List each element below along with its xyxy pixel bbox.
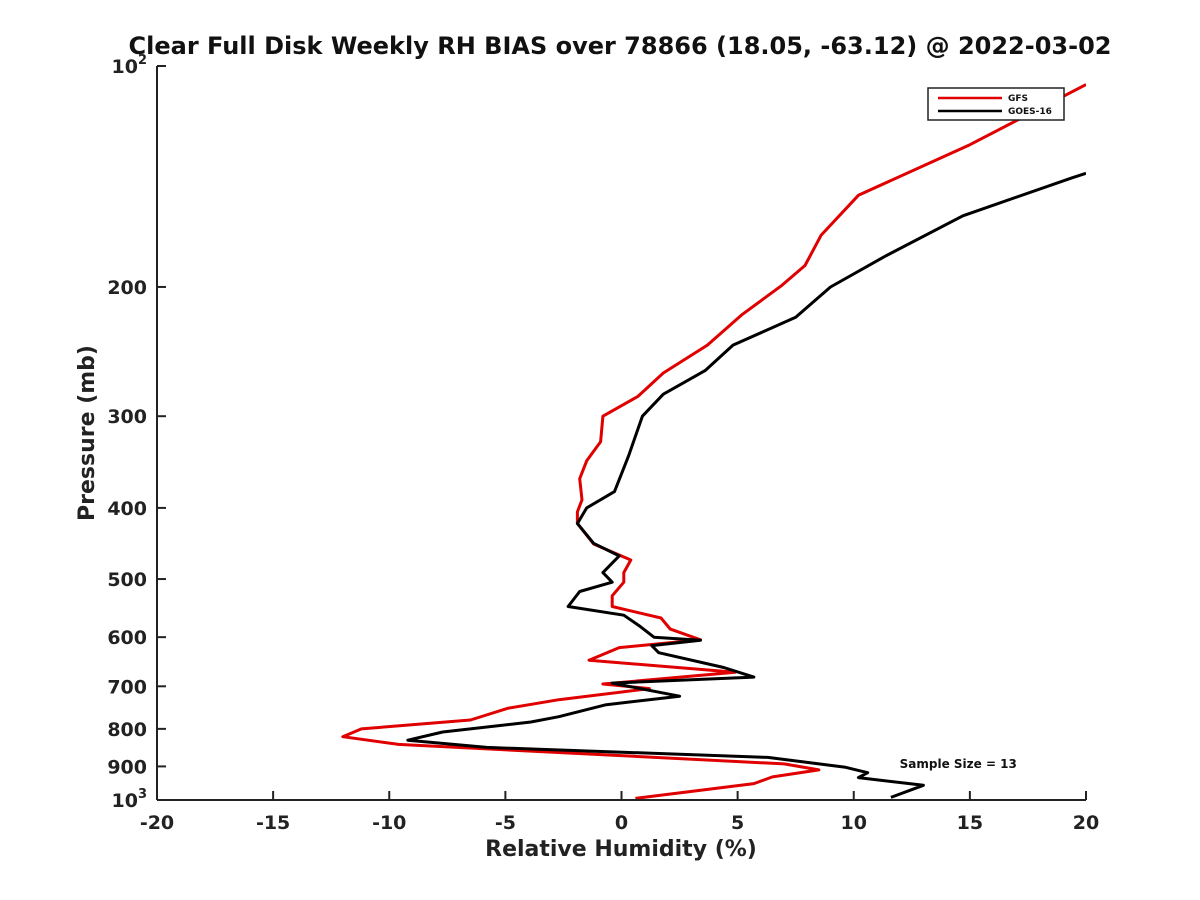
y-tick-label: 300 xyxy=(107,406,147,428)
x-axis-label: Relative Humidity (%) xyxy=(485,837,757,862)
legend-label: GFS xyxy=(1008,94,1028,104)
plot-area: -20 -15 -10 -5 0 5 10 15 20 10220030040050060070… xyxy=(107,53,1099,834)
x-tick-label: -5 xyxy=(495,812,516,834)
x-tick-label: -20 xyxy=(140,812,174,834)
y-tick-label: 500 xyxy=(107,569,147,591)
y-tick-label: 103 xyxy=(112,787,148,812)
y-tick-label: 800 xyxy=(107,719,147,741)
y-tick-label: 600 xyxy=(107,627,147,649)
y-tick-exponent: 3 xyxy=(138,787,147,802)
x-tick-label: -15 xyxy=(256,812,290,834)
legend-label: GOES-16 xyxy=(1008,107,1052,117)
y-tick-label: 900 xyxy=(107,756,147,778)
y-tick-label: 400 xyxy=(107,498,147,520)
chart-title: Clear Full Disk Weekly RH BIAS over 7886… xyxy=(129,32,1112,60)
x-axis-ticks: -20 -15 -10 -5 0 5 10 15 20 xyxy=(140,791,1099,834)
x-tick-label: 10 xyxy=(841,812,867,834)
series-line-gfs xyxy=(341,83,1086,800)
x-tick-label: 20 xyxy=(1073,812,1099,834)
legend: GFS GOES-16 xyxy=(927,87,1065,121)
x-tick-label: 5 xyxy=(731,812,744,834)
y-tick-base: 10 xyxy=(112,790,138,812)
y-tick-label: 200 xyxy=(107,277,147,299)
y-axis-label: Pressure (mb) xyxy=(75,345,100,521)
y-tick-base: 10 xyxy=(112,56,138,78)
series-line-goes-16 xyxy=(406,171,1086,799)
x-tick-label: 15 xyxy=(957,812,983,834)
x-tick-label: -10 xyxy=(372,812,406,834)
y-tick-label: 102 xyxy=(112,53,148,78)
x-tick-label: 0 xyxy=(615,812,628,834)
legend-box xyxy=(927,87,1065,121)
sample-size-annotation: Sample Size = 13 xyxy=(900,757,1017,771)
annotations: Sample Size = 13 xyxy=(900,757,1017,771)
series-layer xyxy=(341,83,1086,800)
y-tick-exponent: 2 xyxy=(138,53,147,68)
y-tick-label: 700 xyxy=(107,676,147,698)
